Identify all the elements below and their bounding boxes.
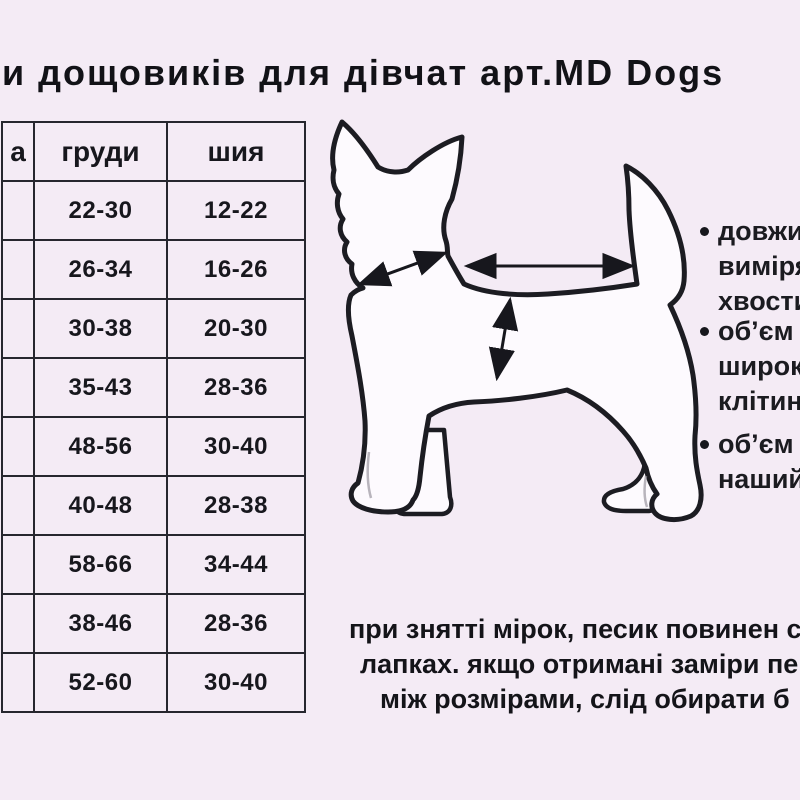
measuring-note-back-length: довжин виміря хвости: [700, 214, 800, 319]
note-line: виміря: [718, 251, 800, 281]
cell-chest: 30-38: [33, 298, 168, 359]
cell-neck: 20-30: [166, 298, 306, 359]
bullet-dot-icon: [700, 327, 709, 336]
table-row: 40-48 28-38: [1, 475, 306, 536]
note-line: хвости: [718, 286, 800, 316]
bullet-dot-icon: [700, 440, 709, 449]
cell-cut: [1, 180, 35, 241]
hind-paw-crease: [643, 475, 649, 508]
cell-chest: 52-60: [33, 652, 168, 713]
table-row: 48-56 30-40: [1, 416, 306, 477]
note-line: клітин: [718, 386, 800, 416]
page-title: и дощовиків для дівчат арт.MD Dogs: [2, 52, 725, 93]
note-line: наший: [718, 464, 800, 494]
size-table-grid: а груди шия 22-30 12-22 26-34 16-26 30-3…: [1, 121, 306, 713]
measuring-note-chest-girth: об’єм широко клітин: [700, 314, 800, 419]
cell-chest: 38-46: [33, 593, 168, 654]
note-line: об’єм: [718, 429, 794, 459]
cell-cut: [1, 475, 35, 536]
fitting-note: при знятті мірок, песик повинен с лапках…: [349, 612, 800, 717]
fitting-note-line: між розмірами, слід обирати б: [380, 684, 790, 714]
cell-cut: [1, 239, 35, 300]
fitting-note-line: при знятті мірок, песик повинен с: [349, 614, 800, 644]
header-cut-column: а: [1, 121, 35, 182]
cell-chest: 35-43: [33, 357, 168, 418]
cell-neck: 12-22: [166, 180, 306, 241]
note-line: об’єм: [718, 316, 794, 346]
cell-chest: 48-56: [33, 416, 168, 477]
table-row: 38-46 28-36: [1, 593, 306, 654]
note-line: широко: [718, 351, 800, 381]
cell-chest: 26-34: [33, 239, 168, 300]
neck-girth-arrow: [356, 250, 449, 287]
cell-cut: [1, 416, 35, 477]
cell-cut: [1, 357, 35, 418]
cell-neck: 34-44: [166, 534, 306, 595]
cell-chest: 22-30: [33, 180, 168, 241]
bullet-dot-icon: [700, 227, 709, 236]
measuring-note-neck-girth: об’єм наший: [700, 427, 800, 497]
cell-neck: 30-40: [166, 652, 306, 713]
table-row: 58-66 34-44: [1, 534, 306, 595]
cell-cut: [1, 298, 35, 359]
size-table: а груди шия 22-30 12-22 26-34 16-26 30-3…: [1, 121, 306, 713]
cell-chest: 58-66: [33, 534, 168, 595]
table-row: 52-60 30-40: [1, 652, 306, 713]
cell-chest: 40-48: [33, 475, 168, 536]
table-row: 35-43 28-36: [1, 357, 306, 418]
cell-cut: [1, 652, 35, 713]
table-row: 30-38 20-30: [1, 298, 306, 359]
table-row: 26-34 16-26: [1, 239, 306, 300]
cell-cut: [1, 534, 35, 595]
front-paw-crease: [366, 451, 373, 499]
cell-cut: [1, 593, 35, 654]
table-header-row: а груди шия: [1, 121, 306, 182]
dog-outline: [330, 119, 704, 523]
cell-neck: 28-36: [166, 357, 306, 418]
cell-neck: 30-40: [166, 416, 306, 477]
fitting-note-line: лапках. якщо отримані заміри пе: [360, 649, 799, 679]
note-line: довжин: [718, 216, 800, 246]
table-row: 22-30 12-22: [1, 180, 306, 241]
header-chest: груди: [33, 121, 168, 182]
chest-depth-arrow: [488, 296, 519, 382]
header-neck: шия: [166, 121, 306, 182]
cell-neck: 28-38: [166, 475, 306, 536]
cell-neck: 28-36: [166, 593, 306, 654]
cell-neck: 16-26: [166, 239, 306, 300]
